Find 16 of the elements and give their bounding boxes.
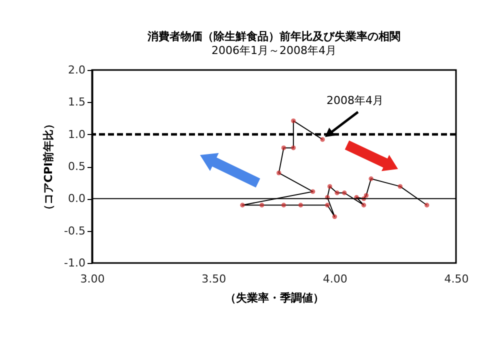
y-tick-label: 1.5 (68, 96, 86, 109)
y-tick-label: 0.5 (68, 160, 86, 173)
x-axis-title: （失業率・季調値） (225, 292, 324, 304)
annotation: 2008年4月 (326, 94, 384, 107)
chart-title: 消費者物価（除生鮮食品）前年比及び失業率の相関 (146, 30, 400, 43)
x-tick-label: 4.00 (322, 272, 348, 286)
y-axis-title: （コアCPI前年比） (42, 118, 56, 216)
x-tick-label: 4.50 (444, 272, 469, 286)
y-tick-label: 2.0 (68, 64, 86, 76)
chart-subtitle: 2006年1月～2008年4月 (212, 44, 336, 57)
y-tick-label: -0.5 (64, 224, 86, 238)
x-tick-label: 3.50 (202, 272, 226, 286)
y-tick-label: 0.0 (68, 192, 86, 206)
y-tick-label: -1.0 (64, 256, 86, 270)
x-tick-label: 3.00 (80, 272, 105, 286)
y-tick-label: 1.0 (68, 128, 86, 141)
